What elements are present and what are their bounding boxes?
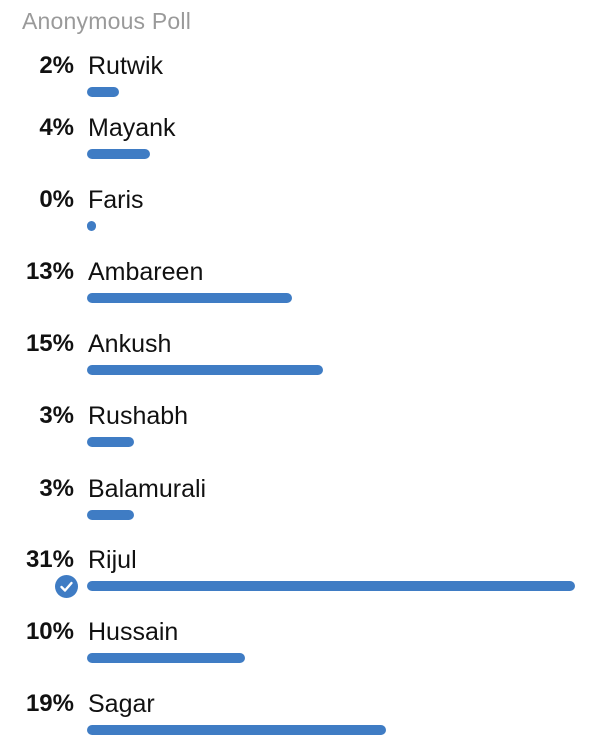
option-name: Ambareen [88, 258, 204, 286]
poll-option-hussain[interactable]: 10% Hussain [0, 618, 601, 690]
result-bar [87, 365, 323, 375]
option-percent: 3% [39, 475, 74, 502]
result-bar-track [87, 653, 575, 663]
poll-option-ambareen[interactable]: 13% Ambareen [0, 258, 601, 330]
result-bar [87, 581, 575, 591]
option-name: Mayank [88, 114, 176, 142]
option-percent: 15% [25, 330, 74, 357]
option-percent: 3% [39, 402, 74, 429]
poll-option-rutwik[interactable]: 2% Rutwik [0, 52, 601, 124]
result-bar [87, 437, 134, 447]
option-percent: 31% [25, 546, 74, 573]
option-percent: 2% [39, 52, 74, 79]
option-name: Balamurali [88, 475, 207, 503]
result-bar-track [87, 581, 575, 591]
option-name: Sagar [88, 690, 155, 718]
result-bar [87, 293, 292, 303]
option-name: Rushabh [88, 402, 189, 430]
option-percent: 10% [25, 618, 74, 645]
result-bar-track [87, 87, 575, 97]
option-percent: 0% [39, 186, 74, 213]
result-bar-track [87, 221, 575, 231]
option-name: Ankush [88, 330, 172, 358]
poll-option-mayank[interactable]: 4% Mayank [0, 114, 601, 186]
result-bar-track [87, 510, 575, 520]
result-bar-track [87, 293, 575, 303]
poll-title: Anonymous Poll [22, 8, 191, 34]
result-bar-track [87, 149, 575, 159]
selected-check-icon [55, 575, 78, 598]
poll-option-ankush[interactable]: 15% Ankush [0, 330, 601, 402]
option-percent: 13% [25, 258, 74, 285]
result-bar-track [87, 437, 575, 447]
result-bar-track [87, 365, 575, 375]
poll-option-rijul[interactable]: 31% Rijul [0, 546, 601, 618]
poll-option-balamurali[interactable]: 3% Balamurali [0, 475, 601, 547]
result-bar [87, 149, 150, 159]
result-bar-track [87, 725, 575, 735]
poll-option-sagar[interactable]: 19% Sagar [0, 690, 601, 749]
result-bar [87, 725, 386, 735]
option-name: Rutwik [88, 52, 164, 80]
result-bar [87, 653, 245, 663]
result-bar [87, 87, 119, 97]
poll-option-faris[interactable]: 0% Faris [0, 186, 601, 258]
result-bar [87, 221, 96, 231]
option-percent: 4% [39, 114, 74, 141]
option-name: Hussain [88, 618, 179, 646]
result-bar [87, 510, 134, 520]
poll-option-rushabh[interactable]: 3% Rushabh [0, 402, 601, 474]
option-name: Faris [88, 186, 144, 214]
option-name: Rijul [88, 546, 137, 574]
option-percent: 19% [25, 690, 74, 717]
